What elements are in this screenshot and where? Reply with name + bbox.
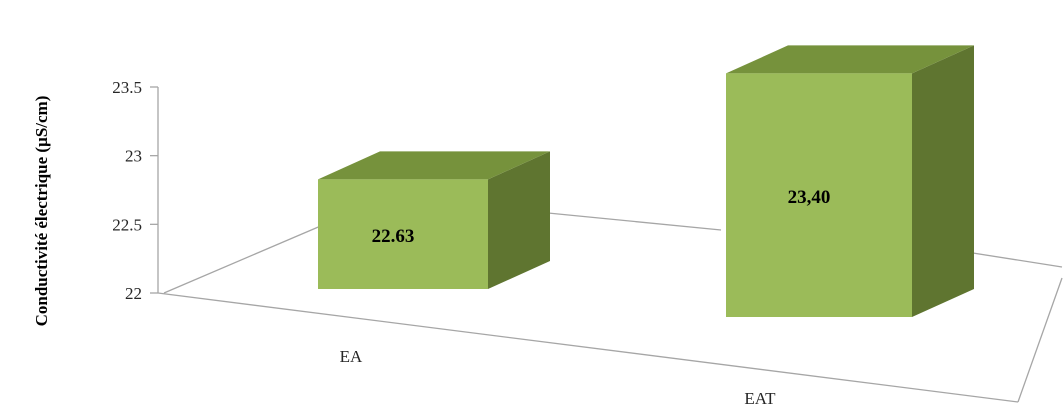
x-category-label: EA <box>340 347 363 366</box>
x-category-label: EAT <box>744 389 776 408</box>
y-axis-label: Conductivité électrique (µS/cm) <box>32 96 51 327</box>
bar-side-face <box>912 45 974 318</box>
bar-top-face <box>318 151 550 180</box>
data-label: 22.63 <box>372 226 415 247</box>
y-tick-label: 23.5 <box>112 78 142 97</box>
y-tick-label: 22 <box>125 284 142 303</box>
bar-ea: 22.63 <box>318 151 550 289</box>
data-label: 23,40 <box>788 187 831 208</box>
bar-top-face <box>726 45 974 74</box>
floor-front-edge <box>157 292 1019 403</box>
y-tick-label: 22.5 <box>112 215 142 234</box>
y-axis: 22 22.5 23 23.5 <box>112 78 159 303</box>
bar-front-face <box>726 73 912 318</box>
bar-side-face <box>488 151 550 289</box>
floor-back-edge-mid <box>547 212 722 231</box>
bars: 22.63 23,40 <box>318 45 974 318</box>
x-axis-categories: EA EAT <box>340 347 777 408</box>
floor-back-edge <box>163 221 331 294</box>
bar-front-face <box>318 179 488 289</box>
y-tick-label: 23 <box>125 147 142 166</box>
bar-eat: 23,40 <box>726 45 974 318</box>
floor-right-edge <box>1017 277 1063 403</box>
